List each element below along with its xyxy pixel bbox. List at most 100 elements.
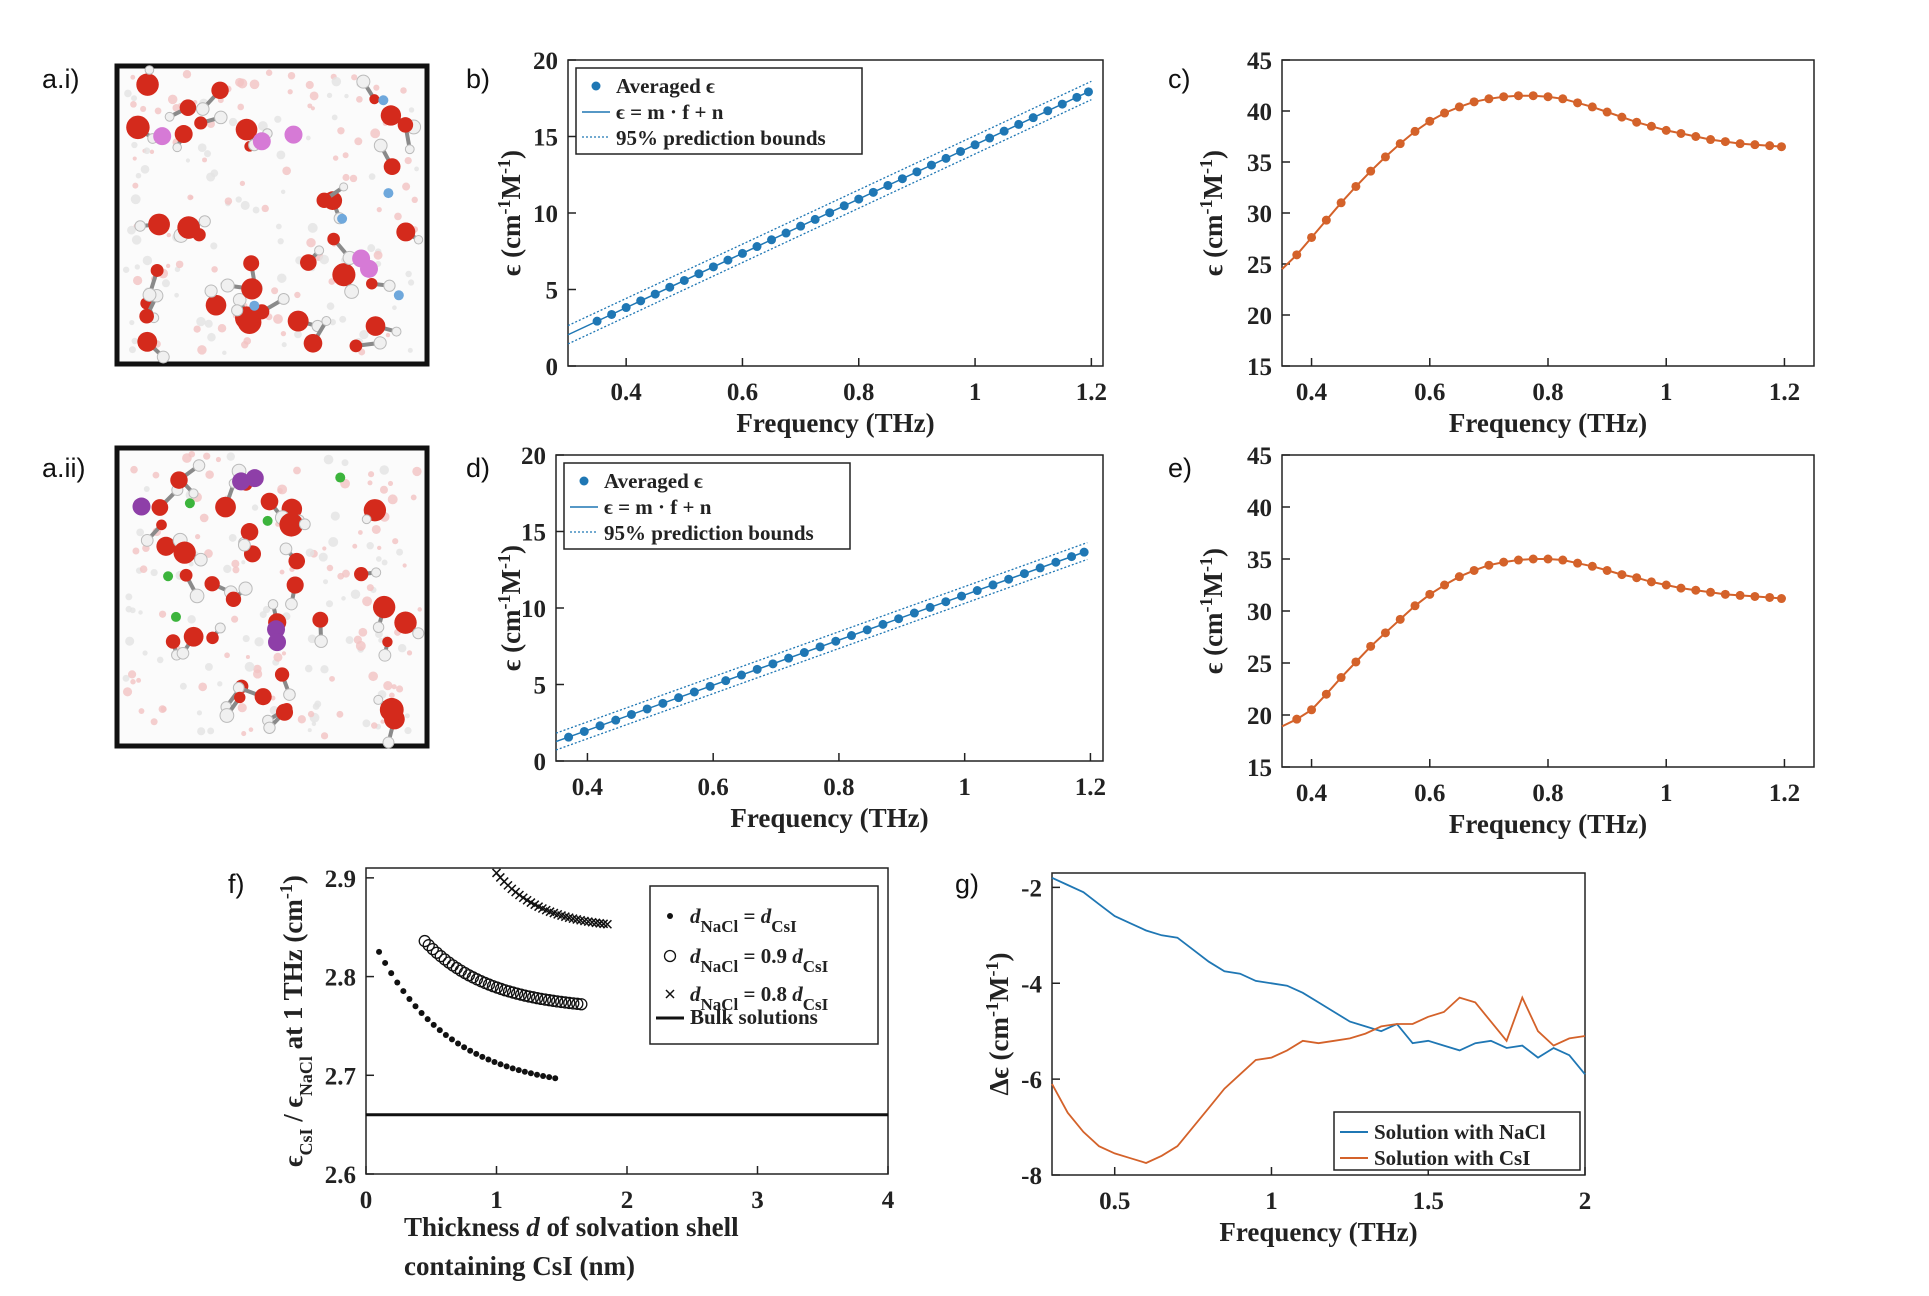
data-point — [448, 1036, 455, 1043]
hydrogen-atom — [214, 622, 226, 634]
water-atom — [228, 534, 237, 542]
oxygen-atom — [303, 333, 323, 353]
panel-label-c: c) — [1168, 64, 1191, 94]
water-atom — [131, 141, 138, 149]
water-atom — [125, 636, 135, 646]
data-point — [1735, 139, 1745, 149]
water-atom — [142, 650, 148, 656]
water-atom — [329, 675, 335, 682]
water-atom — [130, 679, 136, 685]
y-tick-label: 2.9 — [325, 866, 356, 893]
data-point — [1750, 140, 1760, 150]
data-point — [521, 1068, 528, 1075]
data-point — [1067, 552, 1077, 562]
water-atom — [241, 560, 246, 565]
water-atom — [339, 315, 347, 323]
hydrogen-atom — [219, 708, 235, 723]
oxygen-atom — [327, 232, 340, 246]
ion-atom — [232, 472, 251, 491]
data-point — [941, 153, 951, 163]
panel-label-f: f) — [228, 869, 245, 899]
water-atom — [344, 93, 349, 99]
water-atom — [311, 721, 317, 727]
water-atom — [196, 710, 203, 716]
data-point — [394, 979, 401, 986]
water-atom — [326, 564, 334, 572]
y-tick-label: 40 — [1247, 495, 1272, 522]
oxygen-atom — [288, 552, 306, 570]
data-point — [503, 1063, 510, 1070]
water-atom — [326, 302, 335, 310]
hydrogen-atom — [413, 235, 424, 245]
data-point — [972, 586, 982, 596]
y-axis-label: ϵ (cm-1M-1) — [494, 150, 526, 276]
water-atom — [239, 180, 246, 186]
oxygen-atom — [215, 496, 236, 518]
data-point — [592, 316, 602, 326]
x-tick-label: 1.2 — [1769, 780, 1800, 807]
legend-entry-fit: ϵ = m · f + n — [616, 100, 724, 124]
ion-atom — [153, 127, 172, 146]
x-axis-label: Frequency (THz) — [1449, 809, 1647, 839]
oxygen-atom — [177, 216, 200, 239]
water-atom — [325, 600, 334, 608]
data-point — [1004, 574, 1014, 584]
y-tick-label: 15 — [1247, 755, 1272, 782]
data-point — [1380, 628, 1390, 638]
hydrogen-atom — [404, 144, 415, 155]
water-atom — [259, 611, 267, 619]
data-point — [479, 1053, 486, 1060]
hydrogen-atom — [195, 102, 210, 116]
data-point — [799, 648, 809, 658]
data-point — [784, 653, 794, 663]
data-point — [1646, 577, 1656, 587]
hydrogen-atom — [383, 279, 396, 292]
water-atom — [368, 671, 379, 682]
data-point — [847, 631, 857, 641]
data-point — [1661, 125, 1671, 135]
y-tick-label: 5 — [546, 278, 559, 305]
water-atom — [318, 552, 328, 562]
water-atom — [342, 152, 349, 159]
water-atom — [217, 323, 227, 333]
water-atom — [207, 332, 216, 342]
water-atom — [129, 346, 136, 354]
legend-entry-subscript: NaCl — [701, 957, 739, 976]
data-point-open — [454, 964, 468, 977]
oxygen-atom — [316, 192, 332, 208]
y-tick-label: 30 — [1247, 201, 1272, 228]
y-tick-label: -8 — [1021, 1163, 1042, 1190]
water-atom — [359, 330, 369, 340]
water-atom — [175, 260, 184, 269]
water-atom — [414, 166, 419, 172]
oxygen-atom — [240, 523, 259, 541]
water-atom — [224, 197, 233, 205]
data-point — [815, 642, 825, 652]
x-axis-label: Frequency (THz) — [730, 803, 928, 833]
water-atom — [310, 106, 315, 111]
hydrogen-atom — [232, 681, 245, 694]
molecular-snapshot-nacl — [114, 63, 430, 367]
plot-frame — [1281, 454, 1815, 768]
data-point-open — [571, 997, 584, 1010]
oxygen-atom — [349, 339, 363, 353]
data-point — [925, 602, 935, 612]
x-tick-label: 1.2 — [1075, 774, 1106, 801]
oxygen-atom — [312, 611, 329, 628]
y-tick-label: 0 — [534, 749, 547, 776]
panel-label-g: g) — [955, 869, 979, 899]
water-atom — [130, 74, 136, 80]
water-atom — [305, 80, 314, 90]
data-point — [825, 208, 835, 218]
water-atom — [125, 593, 133, 601]
oxygen-atom — [354, 566, 369, 582]
oxygen-atom — [396, 222, 416, 242]
water-atom — [241, 731, 247, 737]
water-atom — [210, 169, 219, 178]
data-point-open — [539, 993, 552, 1006]
water-atom — [235, 196, 242, 203]
data-point — [1292, 714, 1302, 724]
data-point-open — [547, 994, 560, 1007]
hydrogen-atom — [382, 736, 395, 749]
water-atom — [203, 452, 211, 460]
